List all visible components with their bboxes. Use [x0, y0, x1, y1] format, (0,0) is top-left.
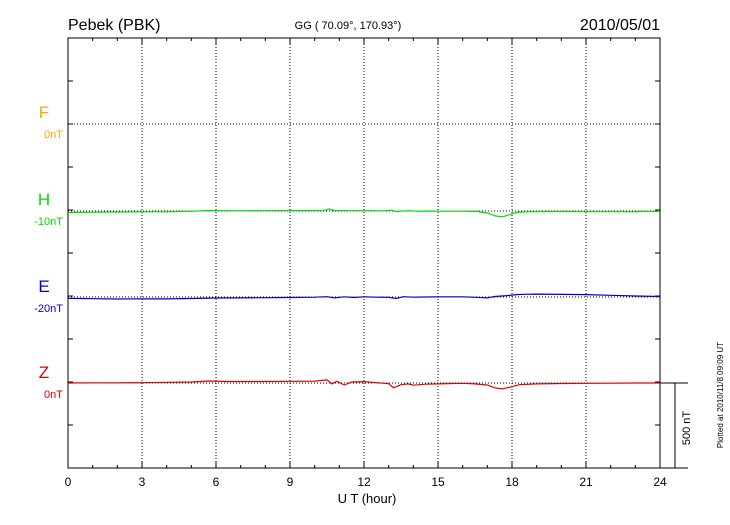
channel-name-f: F	[39, 103, 49, 122]
x-tick-label: 6	[213, 475, 220, 489]
channel-labels: F 0nT H -10nT E -20nT Z 0nT	[34, 103, 63, 401]
x-tick-label: 9	[287, 475, 294, 489]
channel-baseline-z: 0nT	[44, 389, 63, 401]
plot-frame	[67, 37, 661, 469]
x-tick-label: 18	[505, 475, 519, 489]
x-tick-label: 15	[431, 475, 445, 489]
plotted-timestamp: Plotted at 2010/11/8 09:09 UT	[716, 342, 725, 448]
trace-h	[68, 208, 661, 218]
axis-ticks: 0 3 6 9 12 15 18 21 24	[65, 38, 667, 489]
data-traces	[67, 208, 661, 390]
plot-date: 2010/05/01	[580, 17, 660, 34]
channel-baseline-f: 0nT	[44, 129, 63, 141]
station-title: Pebek (PBK)	[68, 17, 160, 34]
channel-name-e: E	[38, 277, 49, 296]
channel-baseline-e: -20nT	[34, 303, 63, 315]
trace-e	[67, 293, 661, 300]
scale-bar-label: 500 nT	[681, 411, 693, 446]
channel-name-z: Z	[39, 363, 49, 382]
x-tick-label: 0	[65, 475, 72, 489]
trace-z	[67, 379, 660, 390]
x-axis-label: U T (hour)	[338, 491, 397, 506]
scale-bar: 500 nT	[660, 382, 693, 469]
x-tick-label: 21	[579, 475, 593, 489]
x-tick-label: 3	[139, 475, 146, 489]
x-tick-label: 12	[357, 475, 371, 489]
channel-name-h: H	[38, 190, 50, 209]
grid-lines	[68, 38, 660, 468]
x-tick-label: 24	[653, 475, 667, 489]
channel-baseline-h: -10nT	[34, 216, 63, 228]
station-coords: GG ( 70.09°, 170.93°)	[295, 20, 402, 32]
